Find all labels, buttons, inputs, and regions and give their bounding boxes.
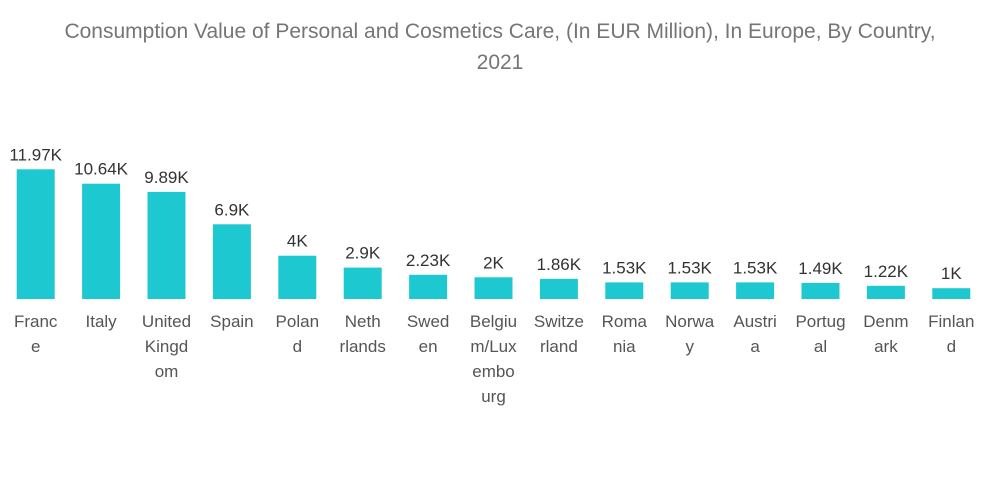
category-label: Polan d xyxy=(276,312,319,356)
bar-value-label: 1.53K xyxy=(667,258,712,277)
bar-denmark xyxy=(866,285,905,299)
category-label-line: Italy xyxy=(86,312,118,331)
bar-netherlands xyxy=(343,267,382,299)
category-label: Neth rlands xyxy=(340,312,386,356)
bar-sweden xyxy=(409,274,448,299)
bar-finland xyxy=(932,288,971,299)
category-label-line: en xyxy=(419,337,438,356)
category-label-line: Austri xyxy=(733,312,776,331)
bar-value-label: 9.89K xyxy=(144,168,189,187)
bar-spain xyxy=(212,224,251,300)
category-label-line: ark xyxy=(874,337,898,356)
bar-france xyxy=(16,169,55,299)
category-label-line: embo xyxy=(472,362,515,381)
category-label-line: Norwa xyxy=(665,312,715,331)
bar-value-label: 6.9K xyxy=(214,200,250,219)
category-label: Roma nia xyxy=(602,312,648,356)
category-label: Portug al xyxy=(795,312,845,356)
bar-poland xyxy=(278,255,317,299)
category-label-line: al xyxy=(814,337,827,356)
bar-value-label: 10.64K xyxy=(74,160,129,179)
category-label-line: rland xyxy=(540,337,578,356)
category-label-line: a xyxy=(750,337,760,356)
category-label: United Kingd om xyxy=(142,312,191,381)
bar-switzerland xyxy=(539,278,578,299)
bar-value-label: 4K xyxy=(287,232,308,251)
category-label-line: Roma xyxy=(602,312,648,331)
bar-value-label: 1.86K xyxy=(537,255,582,274)
bar-value-label: 2.9K xyxy=(345,244,381,263)
category-label-line: Kingd xyxy=(145,337,188,356)
category-label: Austri a xyxy=(733,312,776,356)
bar-italy xyxy=(82,183,121,299)
category-label: Belgiu m/Lux embo urg xyxy=(470,312,517,406)
category-label: Franc e xyxy=(14,312,58,356)
category-label-line: d xyxy=(293,337,302,356)
bar-value-label: 1.53K xyxy=(733,258,778,277)
category-label-line: e xyxy=(31,337,40,356)
bar-belgium-luxembourg xyxy=(474,277,513,299)
category-label-line: Belgiu xyxy=(470,312,517,331)
category-label: Spain xyxy=(210,312,253,331)
category-label-line: Finlan xyxy=(928,312,974,331)
bar-norway xyxy=(670,282,709,299)
category-label-line: United xyxy=(142,312,191,331)
category-label-line: Polan xyxy=(276,312,319,331)
category-label-line: urg xyxy=(481,387,506,406)
category-label-line: m/Lux xyxy=(470,337,517,356)
category-label: Italy xyxy=(86,312,118,331)
category-label: Norwa y xyxy=(665,312,715,356)
category-label-line: Switze xyxy=(534,312,584,331)
bar-value-label: 1.53K xyxy=(602,258,647,277)
bar-value-label: 1K xyxy=(941,264,962,283)
category-label-line: d xyxy=(947,337,956,356)
bar-value-label: 1.22K xyxy=(864,262,909,281)
category-label-line: y xyxy=(685,337,694,356)
category-label-line: Neth xyxy=(345,312,381,331)
bar-portugal xyxy=(801,282,840,299)
category-label-line: Denm xyxy=(863,312,908,331)
category-labels-layer: Franc e Italy United Kingd om Spain Polan d Neth r… xyxy=(14,312,974,406)
bar-romania xyxy=(605,282,644,299)
category-label: Finlan d xyxy=(928,312,974,356)
bar-united-kingdom xyxy=(147,191,186,299)
category-label-line: om xyxy=(155,362,179,381)
bars-layer xyxy=(16,169,971,300)
category-label-line: Franc xyxy=(14,312,58,331)
bar-value-label: 1.49K xyxy=(798,259,843,278)
bar-value-label: 2.23K xyxy=(406,251,451,270)
bar-value-label: 11.97K xyxy=(9,145,62,164)
value-labels-layer: 11.97K 10.64K 9.89K 6.9K 4K 2.9K 2.23K 2K 1.86K 1… xyxy=(9,145,962,283)
category-label: Swed en xyxy=(407,312,450,356)
category-label: Denm ark xyxy=(863,312,908,356)
category-label-line: Spain xyxy=(210,312,253,331)
chart-title: Consumption Value of Personal and Cosmet… xyxy=(64,20,936,74)
category-label-line: rlands xyxy=(340,337,386,356)
category-label-line: nia xyxy=(613,337,636,356)
category-label-line: Swed xyxy=(407,312,450,331)
bar-value-label: 2K xyxy=(483,253,504,272)
category-label: Switze rland xyxy=(534,312,584,356)
bar-austria xyxy=(736,282,775,299)
category-label-line: Portug xyxy=(795,312,845,331)
